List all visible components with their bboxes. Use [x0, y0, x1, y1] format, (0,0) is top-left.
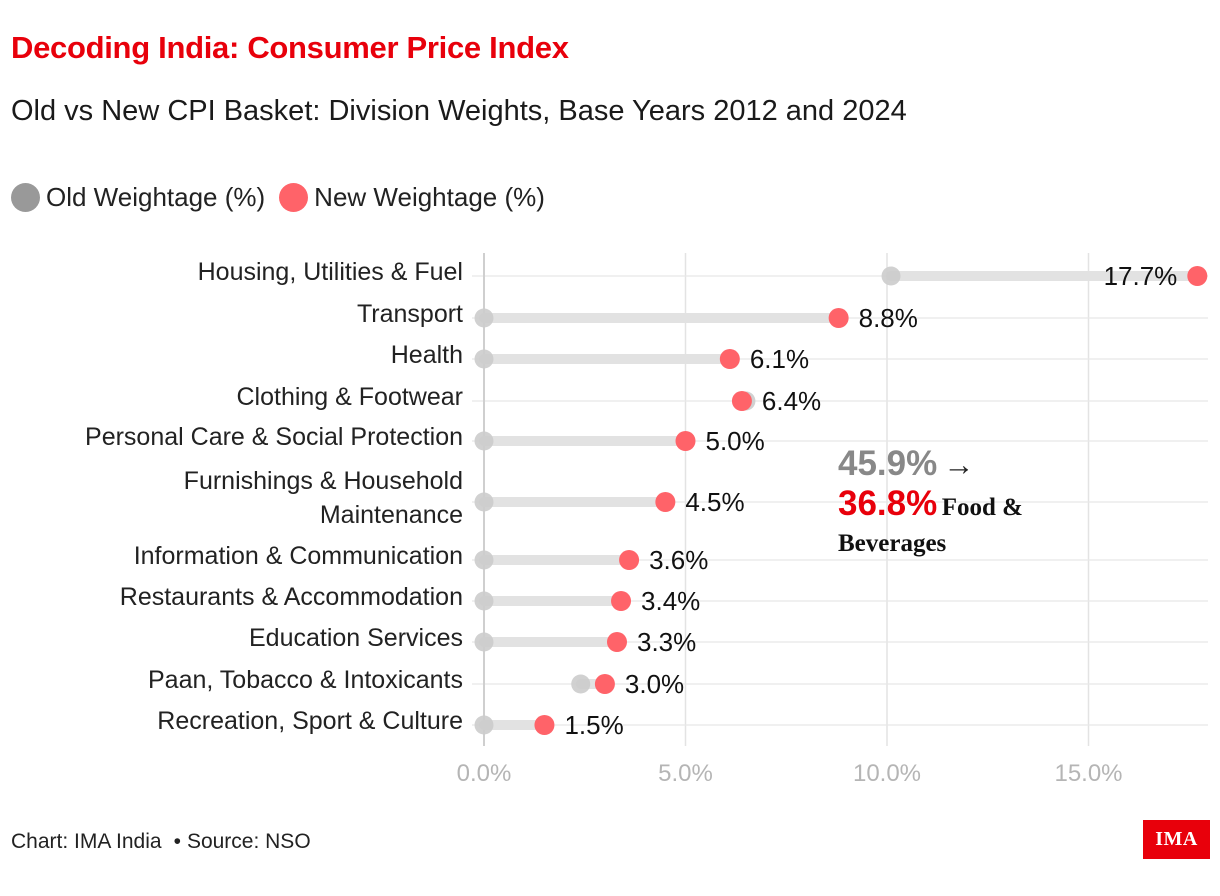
new-weight-point: [1187, 266, 1208, 286]
category-label: Recreation, Sport & Culture: [157, 707, 463, 735]
annotation-old-value: 45.9%: [838, 444, 938, 483]
data-label: 5.0%: [706, 426, 765, 456]
old-weight-point: [474, 632, 494, 652]
category-label: Restaurants & Accommodation: [120, 583, 463, 611]
old-weight-point: [474, 431, 494, 451]
data-label: 1.5%: [564, 710, 623, 740]
category-label: Health: [391, 341, 463, 369]
old-weight-point: [474, 550, 494, 570]
chart-subtitle: Old vs New CPI Basket: Division Weights,…: [11, 95, 907, 127]
category-label: Clothing & Footwear: [236, 383, 463, 411]
footer-bullet: •: [173, 830, 181, 853]
annotation-old-line: 45.9% →: [838, 444, 1023, 484]
category-label: Transport: [357, 300, 463, 328]
food-annotation: 45.9% → 36.8% Food & Beverages: [838, 444, 1023, 558]
annotation-text-line2: Beverages: [838, 530, 947, 557]
x-tick-label: 5.0%: [658, 760, 713, 787]
x-tick-label: 10.0%: [853, 760, 921, 787]
old-weight-point: [474, 591, 494, 611]
footer: Chart: IMA India • Source: NSO: [11, 830, 311, 854]
annotation-arrow: →: [943, 447, 975, 482]
category-label: Paan, Tobacco & Intoxicants: [148, 666, 463, 694]
annotation-new-value: 36.8%: [838, 484, 938, 523]
old-weight-point: [474, 715, 494, 735]
old-weight-point: [571, 674, 591, 694]
chart-credit: Chart: IMA India: [11, 830, 162, 853]
new-weight-point: [731, 391, 752, 411]
new-weight-point: [719, 349, 740, 369]
legend-item-old: Old Weightage (%): [11, 182, 265, 213]
category-label: Personal Care & Social Protection: [85, 423, 463, 451]
category-label: Furnishings & Household: [184, 467, 463, 495]
legend-swatch-old: [11, 183, 40, 212]
new-weight-point: [675, 431, 696, 451]
new-weight-point: [611, 591, 632, 611]
data-label: 4.5%: [685, 487, 744, 517]
data-label: 8.8%: [859, 303, 918, 333]
data-label: 3.4%: [641, 586, 700, 616]
data-label: 17.7%: [1104, 261, 1178, 291]
old-weight-point: [474, 492, 494, 512]
category-label: Housing, Utilities & Fuel: [198, 258, 463, 286]
legend-item-new: New Weightage (%): [279, 182, 545, 213]
old-weight-point: [474, 349, 494, 369]
annotation-new-line: 36.8% Food &: [838, 484, 1023, 524]
source-note: Source: NSO: [186, 830, 311, 853]
category-label: Maintenance: [320, 501, 463, 529]
new-weight-point: [606, 632, 627, 652]
legend-label-old: Old Weightage (%): [46, 182, 266, 212]
ima-logo: IMA: [1143, 820, 1210, 859]
category-label: Information & Communication: [134, 542, 463, 570]
old-weight-point: [474, 308, 494, 328]
chart-title: Decoding India: Consumer Price Index: [11, 30, 569, 65]
new-weight-point: [828, 308, 849, 328]
annotation-text-line1: Food &: [941, 494, 1023, 521]
old-weight-point: [881, 266, 901, 286]
legend-label-new: New Weightage (%): [314, 182, 545, 212]
x-tick-label: 0.0%: [457, 760, 512, 787]
legend: Old Weightage (%) New Weightage (%): [11, 182, 559, 213]
data-label: 3.3%: [637, 627, 696, 657]
x-tick-label: 15.0%: [1054, 760, 1122, 787]
new-weight-point: [619, 550, 640, 570]
legend-swatch-new: [279, 183, 309, 212]
data-label: 3.6%: [649, 545, 708, 575]
data-label: 6.4%: [762, 386, 821, 416]
new-weight-point: [655, 492, 676, 512]
data-label: 6.1%: [750, 344, 809, 374]
new-weight-point: [594, 674, 615, 694]
new-weight-point: [534, 715, 555, 735]
data-label: 3.0%: [625, 669, 684, 699]
category-label: Education Services: [249, 624, 463, 652]
